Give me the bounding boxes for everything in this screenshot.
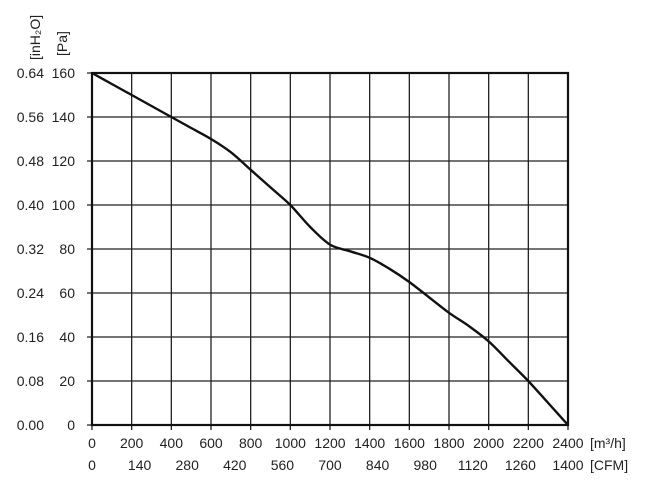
x-tick-label-m3h: 800 [239, 435, 263, 451]
x-tick-label-m3h: 600 [199, 435, 223, 451]
chart-grid [87, 72, 569, 430]
x-tick-label-m3h: 200 [120, 435, 144, 451]
y-tick-label-pa: 120 [52, 153, 76, 169]
x-tick-label-cfm: 560 [271, 457, 295, 473]
x-tick-label-cfm: 280 [176, 457, 200, 473]
x-tick-label-m3h: 400 [160, 435, 184, 451]
x-tick-label-cfm: 980 [414, 457, 438, 473]
y-tick-label-inh2o: 0.16 [17, 329, 44, 345]
y-tick-label-pa: 160 [52, 65, 76, 81]
x-tick-label-m3h: 2000 [473, 435, 504, 451]
y-tick-label-inh2o: 0.08 [17, 373, 44, 389]
x-tick-label-cfm: 1400 [552, 457, 583, 473]
pressure-flow-curve [91, 71, 569, 426]
x-tick-label-m3h: 2400 [552, 435, 583, 451]
y-tick-label-pa: 40 [59, 329, 75, 345]
y-tick-label-inh2o: 0.00 [17, 417, 44, 433]
x-tick-label-m3h: 1000 [275, 435, 306, 451]
y-tick-label-inh2o: 0.56 [17, 109, 44, 125]
x-tick-label-m3h: 1400 [354, 435, 385, 451]
y-tick-label-pa: 60 [59, 285, 75, 301]
x-tick-label-cfm: 1120 [458, 457, 488, 473]
y-tick-label-pa: 140 [52, 109, 76, 125]
x-tick-label-cfm: 420 [223, 457, 247, 473]
y-tick-label-inh2o: 0.48 [17, 153, 44, 169]
x-tick-label-m3h: 1200 [314, 435, 345, 451]
x-tick-label-m3h: 2200 [513, 435, 544, 451]
y-tick-label-pa: 20 [59, 373, 75, 389]
x-tick-label-cfm: 1260 [505, 457, 536, 473]
x-tick-label-cfm: 700 [318, 457, 342, 473]
x-unit-cfm-label: [CFM] [590, 457, 628, 473]
tick-labels: 0 20 40 60 80 100 120 140 160 0.00 0.08 0.16 0.24 0.3… [17, 65, 584, 473]
plot-frame [90, 71, 570, 427]
x-tick-label-cfm: 840 [366, 457, 390, 473]
x-tick-label-m3h: 0 [88, 435, 96, 451]
y-unit-inh2o-label: [inH₂O] [27, 15, 43, 60]
y-tick-label-inh2o: 0.40 [17, 197, 44, 213]
x-tick-label-cfm: 0 [88, 457, 96, 473]
y-unit-pa-label: [Pa] [54, 31, 70, 56]
y-tick-label-pa: 100 [52, 197, 76, 213]
x-tick-label-cfm: 140 [128, 457, 152, 473]
y-tick-label-pa: 80 [59, 241, 75, 257]
y-tick-label-inh2o: 0.32 [17, 241, 44, 257]
x-unit-m3h-label: [m³/h] [590, 435, 626, 451]
y-tick-label-pa: 0 [67, 417, 75, 433]
y-tick-label-inh2o: 0.64 [17, 65, 44, 81]
x-tick-label-m3h: 1800 [433, 435, 464, 451]
y-tick-label-inh2o: 0.24 [17, 285, 44, 301]
x-tick-label-m3h: 1600 [394, 435, 425, 451]
